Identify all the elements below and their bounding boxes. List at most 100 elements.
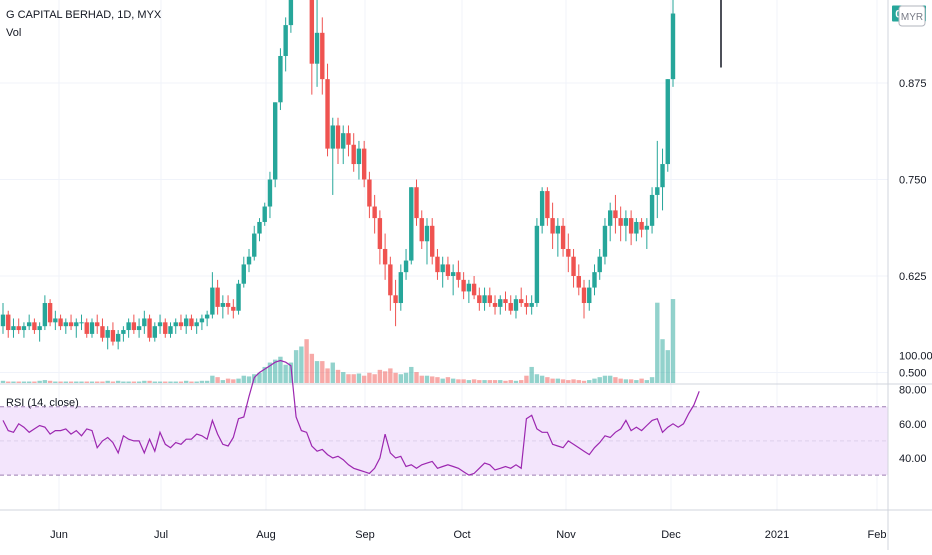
- volume-bar: [210, 375, 215, 383]
- candle-body: [126, 322, 131, 331]
- time-tick-label: Jul: [154, 529, 168, 541]
- volume-bar: [304, 339, 309, 383]
- volume-bar: [63, 381, 69, 383]
- volume-bar: [42, 380, 48, 383]
- volume-bar: [440, 378, 445, 383]
- volume-bar: [498, 380, 503, 383]
- candle-body: [644, 225, 650, 230]
- volume-bar: [639, 378, 644, 383]
- volume-bar: [278, 356, 283, 383]
- volume-bar: [53, 381, 58, 383]
- candle-body: [555, 225, 561, 234]
- candle-body: [0, 314, 6, 327]
- volume-bar: [513, 380, 519, 383]
- volume-bar: [231, 379, 236, 383]
- volume-bar: [220, 380, 226, 383]
- candle-body: [498, 299, 503, 307]
- volume-bar: [204, 380, 210, 383]
- candle-body: [115, 333, 121, 342]
- candle-body: [445, 264, 451, 276]
- candle-body: [267, 179, 273, 207]
- volume-bar: [660, 339, 665, 383]
- volume-bar: [409, 366, 414, 383]
- candle-body: [236, 283, 241, 311]
- volume-bar: [157, 381, 163, 383]
- volume-bar: [325, 368, 330, 383]
- candle-body: [21, 326, 27, 331]
- rsi-line: [2, 359, 700, 476]
- volume-bar: [16, 381, 21, 383]
- volume-bar: [487, 380, 492, 383]
- candle-body: [529, 303, 534, 307]
- volume-bar: [566, 380, 571, 383]
- candle-body: [210, 287, 215, 315]
- candle-body: [477, 295, 482, 304]
- volume-bar: [655, 302, 660, 383]
- candle-body: [184, 318, 189, 327]
- candle-body: [215, 287, 220, 307]
- volume-bar: [136, 381, 142, 383]
- price-tick-label: 0.500: [899, 368, 927, 380]
- candle-body: [121, 330, 126, 334]
- volume-bar: [100, 381, 105, 383]
- volume-bar: [607, 375, 613, 383]
- candle-body: [492, 303, 498, 307]
- volume-bar: [649, 377, 655, 383]
- candle-body: [231, 306, 236, 311]
- volume-bar: [445, 377, 451, 383]
- candle-body: [597, 256, 602, 273]
- volume-bar: [555, 378, 561, 383]
- volume-bar: [466, 380, 472, 383]
- time-tick-label: Dec: [661, 529, 681, 541]
- volume-bar: [581, 380, 587, 383]
- candle-body: [335, 125, 341, 149]
- volume-bar: [377, 369, 383, 383]
- volume-bar: [367, 372, 372, 383]
- candle-body: [539, 191, 545, 226]
- candle-body: [341, 133, 346, 149]
- candle-body: [550, 218, 555, 234]
- rsi-tick-label: 60.00: [899, 419, 927, 431]
- volume-bar: [168, 381, 173, 383]
- volume-bar: [299, 346, 304, 383]
- volume-bar: [419, 375, 424, 383]
- candle-body: [670, 13, 676, 80]
- volume-bar: [189, 381, 194, 383]
- volume-bar: [283, 364, 288, 383]
- price-tick-label: 0.750: [899, 175, 927, 187]
- volume-bar: [105, 380, 110, 383]
- volume-bar: [356, 373, 362, 383]
- volume-bar: [79, 381, 84, 383]
- volume-bar: [115, 380, 121, 383]
- candle-body: [367, 179, 372, 207]
- volume-bar: [89, 381, 95, 383]
- candle-body: [660, 164, 665, 188]
- volume-bar: [539, 375, 545, 383]
- candle-body: [47, 303, 53, 323]
- volume-bar: [126, 381, 131, 383]
- volume-bar: [524, 375, 529, 383]
- volume-bar: [628, 379, 634, 383]
- candle-body: [189, 318, 194, 327]
- volume-bar: [68, 381, 74, 383]
- candle-body: [639, 221, 644, 230]
- candle-body: [613, 210, 618, 219]
- volume-bar: [152, 381, 157, 383]
- candle-body: [309, 0, 315, 64]
- volume-bar: [461, 379, 466, 383]
- candle-body: [414, 187, 419, 219]
- volume-bar: [236, 378, 241, 383]
- candle-body: [53, 318, 58, 323]
- candle-body: [74, 322, 79, 327]
- candle-body: [581, 287, 587, 304]
- time-tick-label: Nov: [556, 529, 576, 541]
- candle-body: [131, 322, 137, 331]
- volume-bar: [346, 374, 351, 383]
- candle-body: [257, 221, 262, 234]
- candle-body: [351, 144, 356, 165]
- candle-body: [471, 283, 477, 296]
- candle-body: [241, 264, 246, 284]
- candle-body: [110, 330, 116, 342]
- candle-body: [382, 248, 388, 265]
